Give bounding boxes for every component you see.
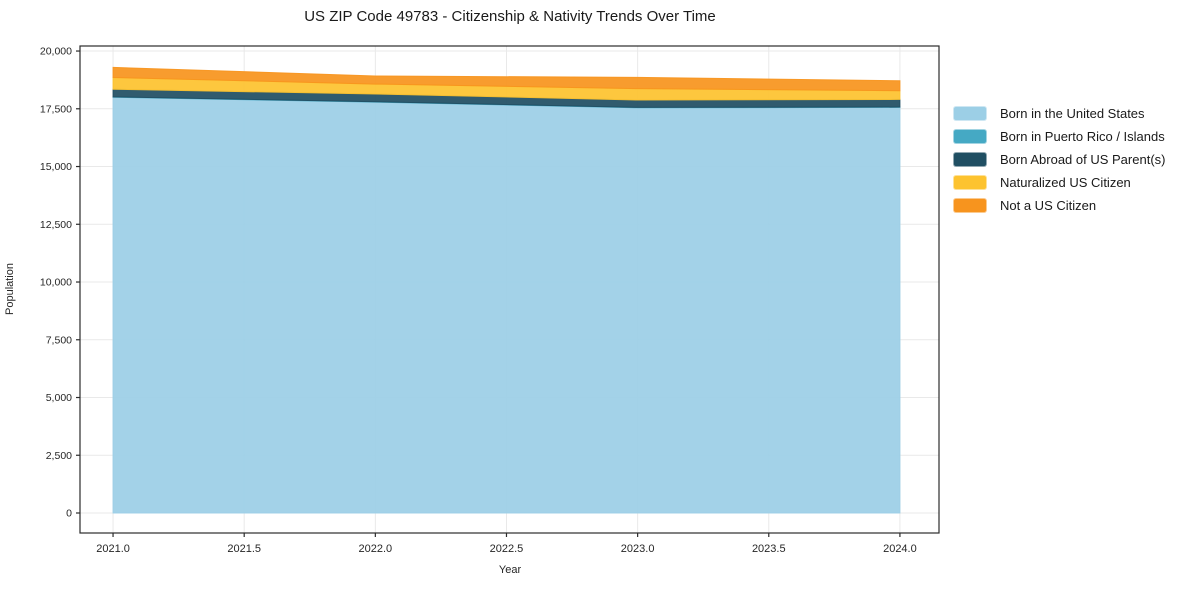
y-tick-label: 17,500	[40, 103, 72, 115]
chart-title: US ZIP Code 49783 - Citizenship & Nativi…	[304, 8, 716, 25]
legend-item-1: Born in Puerto Rico / Islands	[953, 129, 1165, 144]
legend-label: Born Abroad of US Parent(s)	[1000, 152, 1166, 167]
legend-label: Not a US Citizen	[1000, 198, 1097, 213]
y-tick-label: 15,000	[40, 161, 72, 173]
legend-swatch-icon	[953, 152, 987, 167]
x-tick-label: 2022.0	[359, 543, 393, 555]
legend-swatch-icon	[953, 198, 987, 213]
area-band-4	[112, 66, 901, 92]
legend-swatch-icon	[953, 129, 987, 144]
legend-swatch-icon	[953, 106, 987, 121]
legend-item-4: Not a US Citizen	[953, 198, 1165, 213]
legend-item-2: Born Abroad of US Parent(s)	[953, 152, 1165, 167]
legend-item-3: Naturalized US Citizen	[953, 175, 1165, 190]
legend-item-0: Born in the United States	[953, 106, 1165, 121]
x-tick-label: 2024.0	[883, 543, 917, 555]
x-tick-label: 2021.0	[96, 543, 130, 555]
legend-label: Born in Puerto Rico / Islands	[1000, 129, 1165, 144]
y-tick-label: 12,500	[40, 219, 72, 231]
x-tick-label: 2021.5	[227, 543, 261, 555]
y-tick-label: 10,000	[40, 277, 72, 289]
y-tick-label: 2,500	[46, 450, 72, 462]
area-band-0	[112, 96, 901, 514]
y-tick-label: 20,000	[40, 46, 72, 58]
chart-legend: Born in the United States Born in Puerto …	[953, 106, 1165, 213]
x-tick-label: 2023.5	[752, 543, 786, 555]
x-tick-label: 2023.0	[621, 543, 655, 555]
y-tick-label: 5,000	[46, 392, 72, 404]
y-tick-label: 7,500	[46, 334, 72, 346]
legend-swatch-icon	[953, 175, 987, 190]
legend-label: Naturalized US Citizen	[1000, 175, 1131, 190]
legend-label: Born in the United States	[1000, 106, 1145, 121]
x-tick-label: 2022.5	[490, 543, 524, 555]
x-axis-label: Year	[498, 564, 522, 576]
plot-border	[79, 45, 940, 534]
y-tick-label: 0	[66, 507, 72, 519]
